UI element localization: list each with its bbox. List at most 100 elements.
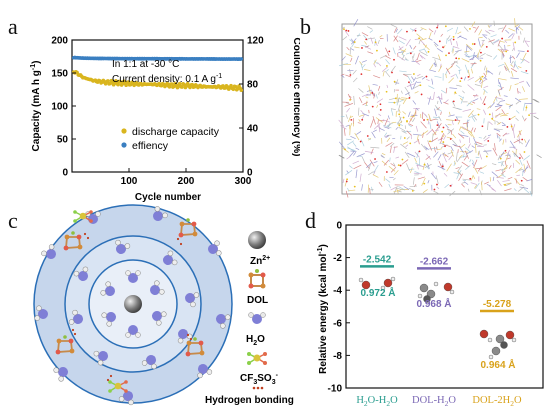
capacity-point: [116, 82, 120, 87]
chart-a-xtick: 300: [235, 176, 252, 187]
chart-d-bond-2: 0.968 Å: [416, 297, 451, 310]
hydrogen-bond-dot: [86, 236, 90, 240]
hydrogen-bond-dot: [109, 374, 113, 378]
energy-value-label: -5.278: [483, 299, 512, 310]
inner-water-molecule: [125, 270, 141, 283]
chart-a-ytick-left: 150: [51, 69, 68, 80]
triflate-anion: [73, 210, 93, 223]
chart-a-annotation-1: In 1:1 at -30 °C: [112, 59, 179, 70]
outer-water-molecule: [185, 292, 200, 308]
hydrogen-bond-dot: [83, 232, 87, 236]
chart-d-category-label: DOL-H2O: [412, 395, 456, 408]
panel-b-label: b: [300, 14, 311, 39]
hydrogen-bond-dot: [176, 237, 180, 241]
hydrogen-bond-dot: [189, 337, 193, 341]
chart-a-ytick-right: 120: [247, 36, 264, 47]
chart-a-ytick-left: 50: [57, 135, 69, 146]
hydrogen-bond-dot: [186, 333, 190, 337]
chart-a-ytick-left: 200: [51, 36, 68, 47]
panel-d-label: d: [305, 208, 316, 233]
outer-water-molecule: [163, 250, 178, 266]
chart-d-ytick: -10: [328, 384, 343, 395]
chart-a-xlabel: Cycle number: [135, 192, 201, 203]
capacity-point: [126, 80, 131, 84]
cycling-chart: 0 50 100 150 200 0 40 80 120 100 200 300 In 1:1 at …: [30, 36, 300, 204]
chart-a-annotation-2: Current density: 0.1 A g-1: [112, 73, 222, 85]
outer-water-molecule: [41, 244, 56, 259]
zn-ion: [124, 295, 142, 313]
capacity-point: [167, 85, 172, 89]
outer-water-molecule: [53, 367, 68, 382]
chart-d-bond-3: 0.964 Å: [480, 358, 515, 371]
chart-a-legend-label: discharge capacity: [132, 126, 220, 138]
chart-a-xtick: 200: [178, 176, 195, 187]
outer-water-molecule: [153, 206, 168, 221]
chart-a-ytick-right: 80: [247, 80, 259, 91]
inner-water-molecule: [125, 325, 141, 338]
dol-molecule: [178, 218, 198, 238]
capacity-point: [180, 85, 184, 89]
solvation-schematic: Zn2+ DOL H2O CF3SO3- Hydrogen bonding: [33, 204, 294, 406]
capacity-point: [177, 81, 182, 86]
chart-a-xtick: 100: [121, 176, 138, 187]
chart-a-ytick-left: 0: [62, 168, 68, 179]
chart-d-category-label: DOL-2H2O: [472, 395, 522, 408]
inner-water-molecule: [152, 311, 167, 326]
chart-d-category-label: H2O-H2O: [356, 395, 398, 408]
capacity-point: [231, 87, 236, 92]
chart-d-ytick: -8: [333, 351, 342, 362]
capacity-point: [169, 82, 174, 86]
legend-cf3so3-label: CF3SO3-: [240, 372, 279, 386]
inner-water-molecule: [101, 312, 116, 327]
outer-water-molecule: [115, 239, 131, 254]
chart-a-ylabel-right: Coulombic efficiency (%): [291, 38, 300, 157]
relative-energy-chart: 0 -2 -4 -6 -8 -10 -2.542 H2O-H2O -2.662 DOL-H2O -…: [317, 221, 544, 408]
panel-c-label: c: [8, 208, 18, 233]
hbond-legend-icon: [252, 386, 264, 390]
legend-marker: [121, 142, 127, 148]
chart-a-ytick-left: 100: [51, 102, 68, 113]
panel-a-label: a: [8, 14, 18, 39]
dol-molecule: [185, 337, 205, 357]
chart-d-plot-area: [345, 224, 544, 389]
triflate-anion: [108, 380, 128, 393]
zn-ion-legend-icon: [248, 231, 266, 249]
chart-d-bond-1: 0.972 Å: [360, 286, 395, 299]
energy-value-label: -2.542: [363, 254, 392, 265]
legend-marker: [121, 128, 127, 134]
inner-water-molecule: [100, 281, 115, 296]
chart-d-ytick: -4: [333, 286, 342, 297]
capacity-point: [114, 78, 118, 83]
outer-water-molecule: [197, 364, 213, 379]
chart-a-ytick-right: 0: [247, 168, 253, 179]
chart-a-legend-label: effiency: [132, 140, 169, 152]
outer-water-molecule: [208, 240, 222, 256]
outer-water-molecule: [68, 309, 83, 325]
chart-d-ytick: -6: [333, 318, 342, 329]
dol-legend-icon: [248, 269, 266, 289]
chart-d-ytick: 0: [336, 221, 342, 232]
hydrogen-bond-dot: [106, 378, 110, 382]
outer-water-molecule: [118, 391, 134, 406]
legend-hbond-label: Hydrogen bonding: [205, 395, 294, 406]
md-box-edge: [341, 23, 533, 195]
outer-water-molecule: [93, 350, 108, 366]
dol-molecule: [55, 335, 75, 355]
legend-dol-label: DOL: [247, 295, 268, 306]
efficiency-point: [239, 57, 244, 61]
outer-water-molecule: [34, 305, 48, 321]
hydrogen-bond-dot: [179, 242, 183, 246]
chart-a-ytick-right: 40: [247, 124, 259, 135]
md-molecules: [338, 18, 542, 198]
chart-a-ylabel-left: Capacity (mA h g-1): [30, 61, 42, 152]
outer-water-molecule: [216, 314, 231, 329]
capacity-point: [106, 79, 110, 83]
h2o-legend-icon: [248, 312, 266, 324]
inner-water-molecule: [150, 280, 165, 295]
hydrogen-bond-dot: [73, 332, 77, 336]
chart-d-ytick: -2: [333, 253, 342, 264]
dol-molecule: [63, 231, 83, 251]
cf3so3-legend-icon: [247, 352, 267, 365]
energy-value-label: -2.662: [420, 256, 449, 267]
legend-h2o-label: H2O: [246, 334, 265, 347]
